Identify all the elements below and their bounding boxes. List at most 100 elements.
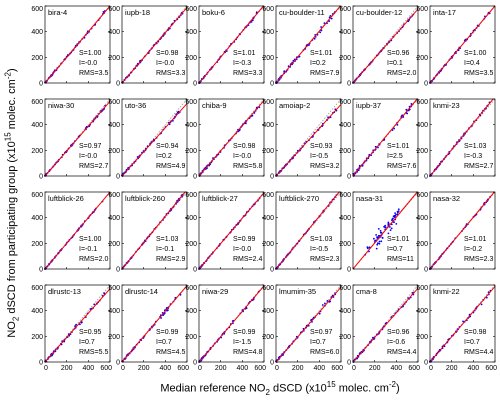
fit-line bbox=[275, 191, 340, 270]
y-tick-label: 200 bbox=[262, 334, 274, 341]
y-tick-label: 200 bbox=[185, 148, 197, 155]
stat-rms: RMS=6.0 bbox=[310, 349, 339, 356]
y-tick-label: 400 bbox=[262, 308, 274, 315]
panel-frame bbox=[198, 5, 265, 84]
y-tick-label: 600 bbox=[31, 192, 43, 199]
y-tick-label: 0 bbox=[193, 267, 197, 274]
x-tick-label: 400 bbox=[467, 365, 479, 372]
scatter-panel-cma-8: 0 200 400 600 0 200 400 600 cma-8 S=0.96 I=-0.6 RMS… bbox=[339, 284, 420, 372]
stat-rms: RMS=7.9 bbox=[310, 70, 339, 77]
panel-frame bbox=[429, 5, 496, 84]
data-point bbox=[375, 247, 378, 250]
data-point bbox=[395, 223, 398, 225]
stat-intercept: I=0.2 bbox=[156, 153, 172, 160]
x-tick-label: 0 bbox=[429, 365, 433, 372]
y-tick-label: 400 bbox=[185, 122, 197, 129]
stat-intercept: I=0.7 bbox=[156, 339, 172, 346]
panel-title: uto-36 bbox=[125, 101, 146, 110]
y-tick-label: 600 bbox=[108, 192, 120, 199]
y-tick-label: 400 bbox=[416, 215, 428, 222]
data-point bbox=[389, 226, 391, 228]
data-point bbox=[378, 242, 381, 245]
scatter-panel-niwa-30: 0 200 400 600 niwa-30 S=0.97 I=-0.0 RMS=2.7 bbox=[31, 98, 111, 181]
panel-title: bira-4 bbox=[48, 8, 67, 17]
x-tick-label: 400 bbox=[159, 365, 171, 372]
y-tick-label: 200 bbox=[31, 55, 43, 62]
scatter-panel-bira-4: 0 200 400 600 bira-4 S=1.00 I=-0.0 RMS=3.5 bbox=[31, 5, 111, 88]
y-tick-label: 600 bbox=[416, 6, 428, 13]
y-tick-label: 0 bbox=[193, 360, 197, 367]
data-point bbox=[394, 214, 397, 216]
panel-title: dlrustc-13 bbox=[48, 287, 81, 296]
x-tick-label: 400 bbox=[82, 365, 94, 372]
stat-slope: S=1.00 bbox=[79, 50, 101, 57]
scatter-panel-dlrustc-13: 0 200 400 600 0 200 400 600 dlrustc-13 S=0.95 I=0.… bbox=[31, 284, 112, 372]
data-point bbox=[373, 237, 375, 240]
data-point bbox=[75, 323, 77, 326]
y-tick-label: 0 bbox=[116, 267, 120, 274]
stat-rms: RMS=4.8 bbox=[233, 349, 262, 356]
stat-intercept: I=-0.5 bbox=[310, 246, 328, 253]
y-tick-label: 600 bbox=[185, 6, 197, 13]
panel-title: iupb-18 bbox=[125, 8, 150, 17]
stat-slope: S=1.03 bbox=[464, 143, 486, 150]
x-tick-label: 0 bbox=[352, 365, 356, 372]
stat-intercept: I=-0.6 bbox=[387, 339, 405, 346]
y-tick-label: 200 bbox=[262, 55, 274, 62]
data-point bbox=[392, 215, 395, 218]
stat-rms: RMS=3.2 bbox=[310, 163, 339, 170]
scatter-panel-nasa-31: 0 200 400 600 nasa-31 S=1.01 I=0.7 RMS=11 bbox=[339, 191, 419, 274]
stat-intercept: I=-0.0 bbox=[233, 153, 251, 160]
scatter-panel-nasa-32: 0 200 400 600 nasa-32 S=1.01 I=-0.2 RMS=2.3 bbox=[416, 191, 496, 274]
y-tick-label: 400 bbox=[339, 122, 351, 129]
data-point bbox=[487, 291, 490, 293]
stat-slope: S=0.95 bbox=[79, 329, 101, 336]
stat-intercept: I=0.1 bbox=[387, 60, 403, 67]
stat-slope: S=1.01 bbox=[310, 50, 332, 57]
stat-slope: S=0.97 bbox=[79, 143, 101, 150]
y-tick-label: 400 bbox=[185, 29, 197, 36]
stat-slope: S=0.93 bbox=[310, 143, 332, 150]
stat-slope: S=1.00 bbox=[464, 50, 486, 57]
stat-intercept: I=0.2 bbox=[310, 60, 326, 67]
y-tick-label: 200 bbox=[339, 148, 351, 155]
stat-intercept: I=-0.1 bbox=[79, 246, 97, 253]
stat-rms: RMS=4.9 bbox=[156, 163, 185, 170]
y-tick-label: 0 bbox=[193, 81, 197, 88]
fit-line bbox=[44, 5, 111, 84]
panel-title: cu-boulder-11 bbox=[279, 8, 325, 17]
data-point bbox=[378, 240, 381, 243]
stat-slope: S=1.01 bbox=[464, 236, 486, 243]
fit-line bbox=[44, 288, 111, 363]
x-tick-label: 600 bbox=[408, 365, 420, 372]
y-tick-label: 200 bbox=[185, 55, 197, 62]
stat-rms: RMS=5.5 bbox=[79, 349, 108, 356]
stat-rms: RMS=4.4 bbox=[387, 349, 416, 356]
data-point bbox=[381, 236, 384, 239]
y-tick-label: 600 bbox=[108, 99, 120, 106]
panel-title: luftblick-27 bbox=[202, 194, 238, 203]
scatter-panel-luftblick-26: 0 200 400 600 luftblick-26 S=1.00 I=-0.1 RMS=2.… bbox=[31, 191, 111, 274]
stat-rms: RMS=5.8 bbox=[233, 163, 262, 170]
panel-frame bbox=[352, 5, 419, 84]
data-point bbox=[387, 232, 390, 235]
stat-intercept: I=-0.2 bbox=[464, 246, 482, 253]
y-tick-label: 200 bbox=[108, 241, 120, 248]
x-tick-label: 200 bbox=[61, 365, 73, 372]
data-point bbox=[320, 26, 322, 28]
panel-frame bbox=[198, 191, 265, 270]
data-point bbox=[329, 15, 332, 17]
stat-intercept: I=-0.0 bbox=[233, 246, 251, 253]
y-tick-label: 400 bbox=[185, 215, 197, 222]
stat-intercept: I=0.7 bbox=[387, 246, 403, 253]
stat-rms: RMS=3.5 bbox=[464, 70, 493, 77]
y-tick-label: 200 bbox=[262, 148, 274, 155]
y-tick-label: 600 bbox=[416, 99, 428, 106]
stat-rms: RMS=2.0 bbox=[387, 70, 416, 77]
y-tick-label: 600 bbox=[185, 192, 197, 199]
y-tick-label: 400 bbox=[31, 215, 43, 222]
panel-frame bbox=[44, 284, 111, 363]
data-point bbox=[81, 321, 83, 324]
data-point bbox=[377, 234, 380, 237]
panel-title: knmi-23 bbox=[433, 101, 460, 110]
